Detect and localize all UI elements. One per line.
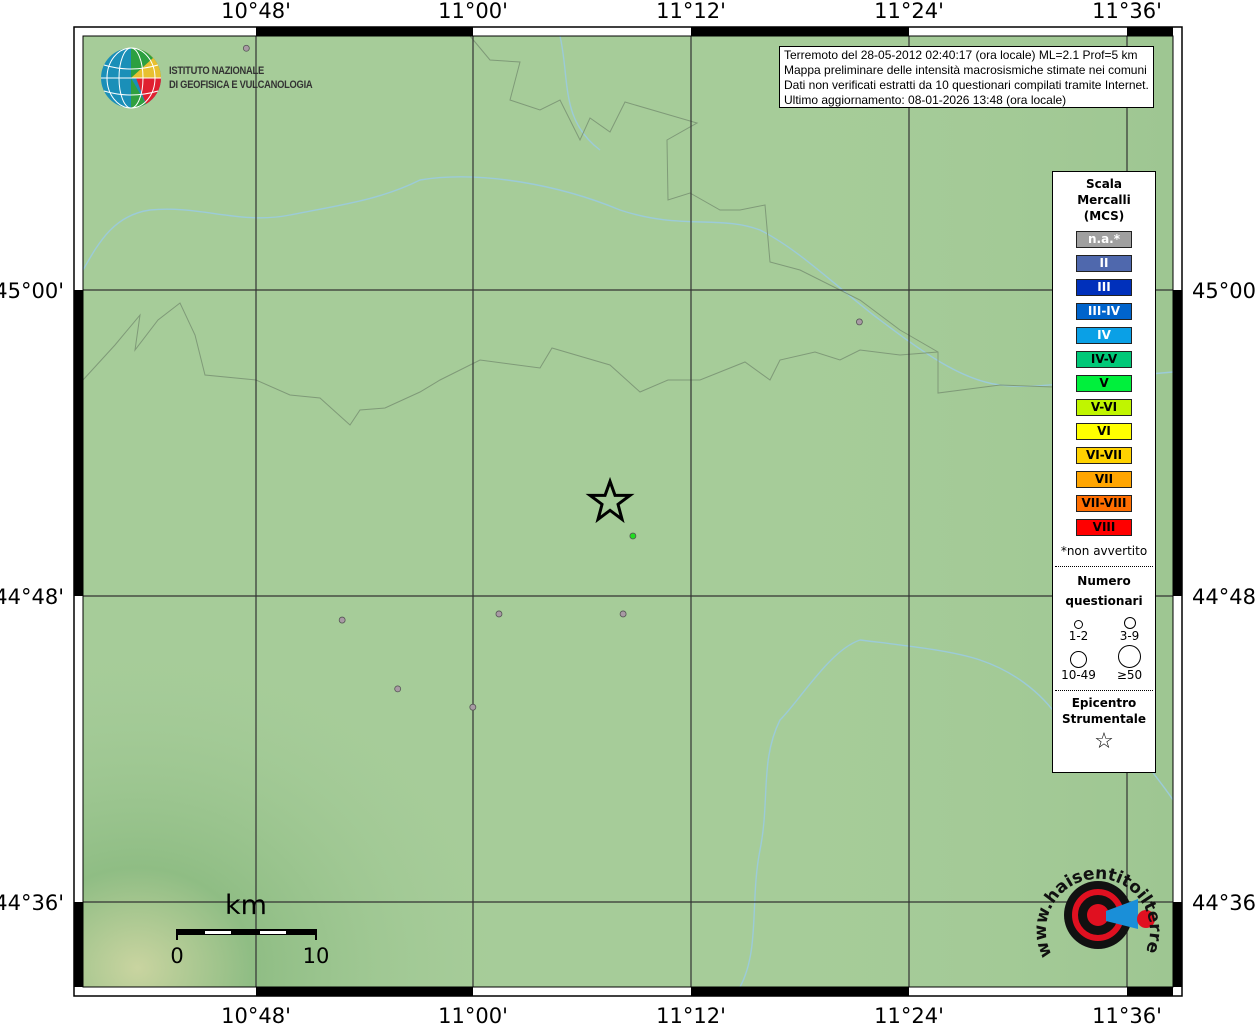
tick-label: 11°36' (1092, 1004, 1162, 1024)
epicenter-title: Epicentro Strumentale (1053, 695, 1155, 727)
epicenter-title-line: Strumentale (1061, 712, 1147, 726)
legend: Scala Mercalli (MCS) n.a.* II III III-IV IV I… (1052, 171, 1156, 773)
legend-title-line: Mercalli (1077, 193, 1131, 207)
scale-unit: km (225, 890, 267, 921)
event-info-line: Dati non verificati estratti da 10 quest… (784, 78, 1149, 92)
terrain-hills (83, 36, 1173, 987)
tick-label: 11°24' (874, 0, 944, 23)
mcs-swatch: n.a.* (1076, 231, 1132, 248)
ingv-line1: ISTITUTO NAZIONALE (169, 65, 264, 77)
tick-label: 45°00' (1192, 279, 1256, 303)
mcs-swatch: VI (1076, 423, 1132, 440)
circle-small-icon (1074, 620, 1083, 629)
legend-title: Scala Mercalli (MCS) (1053, 176, 1155, 224)
epicenter-star-icon[interactable] (585, 476, 635, 524)
questionnaire-point[interactable] (338, 616, 346, 624)
legend-title-line: Scala (1085, 177, 1123, 191)
questionnaire-points (242, 44, 863, 711)
tick-label: 11°12' (656, 1004, 726, 1024)
questionnaire-point[interactable] (619, 610, 627, 618)
questionnaire-point[interactable] (242, 44, 250, 52)
tick-label: 44°36' (0, 891, 64, 915)
mcs-swatch: V (1076, 375, 1132, 392)
ingv-logo-text: ISTITUTO NAZIONALE DI GEOFISICA E VULCAN… (169, 64, 313, 92)
tick-label: 10°48' (221, 1004, 291, 1024)
ingv-line2: DI GEOFISICA E VULCANOLOGIA (169, 79, 313, 91)
mcs-swatch: VII (1076, 471, 1132, 488)
count-label: 3-9 (1119, 629, 1140, 643)
scale-start: 0 (170, 944, 183, 968)
event-info-box: Terremoto del 28-05-2012 02:40:17 (ora l… (779, 46, 1154, 108)
scale-end: 10 (303, 944, 330, 968)
mcs-swatch: VII-VIII (1076, 495, 1132, 512)
count-label: ≥50 (1116, 668, 1143, 682)
tick-label: 45°00' (0, 279, 64, 303)
legend-note: *non avvertito (1060, 544, 1148, 558)
tick-label: 11°00' (438, 0, 508, 23)
event-info-line: Terremoto del 28-05-2012 02:40:17 (ora l… (784, 48, 1138, 62)
tick-label: 11°36' (1092, 0, 1162, 23)
mcs-swatch: III-IV (1076, 303, 1132, 320)
count-title: Numero questionari (1053, 571, 1155, 611)
event-info-line: Mappa preliminare delle intensità macros… (784, 63, 1147, 77)
questionnaire-point[interactable] (855, 318, 863, 326)
mcs-swatch: IV-V (1076, 351, 1132, 368)
mcs-swatch: VIII (1076, 519, 1132, 536)
count-label: 1-2 (1068, 629, 1089, 643)
tick-label: 10°48' (221, 0, 291, 23)
mcs-swatch: III (1076, 279, 1132, 296)
count-label: 10-49 (1061, 668, 1096, 682)
mcs-swatch: VI-VII (1076, 447, 1132, 464)
tick-label: 11°12' (656, 0, 726, 23)
questionnaire-point[interactable] (469, 703, 477, 711)
questionnaire-point[interactable] (629, 532, 637, 540)
mcs-swatch: V-VI (1076, 399, 1132, 416)
circle-medium-icon (1123, 617, 1136, 629)
scale-bar: km 0 10 (170, 890, 329, 968)
legend-title-line: (MCS) (1083, 209, 1125, 223)
tick-label: 11°00' (438, 1004, 508, 1024)
questionnaire-point[interactable] (394, 685, 402, 693)
epicenter-title-line: Epicentro (1071, 696, 1137, 710)
questionnaire-point[interactable] (495, 610, 503, 618)
map-frame (73, 26, 1183, 997)
mcs-scale: n.a.* II III III-IV IV IV-V V V-VI VI VI-VII VII VI… (1053, 231, 1155, 536)
count-sizes: 1-2 3-9 10-49 ≥50 (1053, 617, 1155, 682)
count-title-line: questionari (1065, 594, 1143, 608)
star-icon: ☆ (1094, 729, 1114, 754)
tick-label: 44°48' (0, 585, 64, 609)
circle-large-icon (1070, 651, 1087, 668)
mcs-swatch: IV (1076, 327, 1132, 344)
divider (1055, 690, 1153, 691)
tick-label: 44°48' (1192, 585, 1256, 609)
admin-boundaries (82, 35, 1081, 426)
tick-label: 11°24' (874, 1004, 944, 1024)
mcs-swatch: II (1076, 255, 1132, 272)
divider (1055, 566, 1153, 567)
circle-xlarge-icon (1118, 645, 1141, 668)
ingv-logo (101, 47, 161, 109)
tick-label: 44°36' (1192, 891, 1256, 915)
count-title-line: Numero (1077, 574, 1131, 588)
event-info-line: Ultimo aggiornamento: 08-01-2026 13:48 (… (784, 93, 1067, 107)
